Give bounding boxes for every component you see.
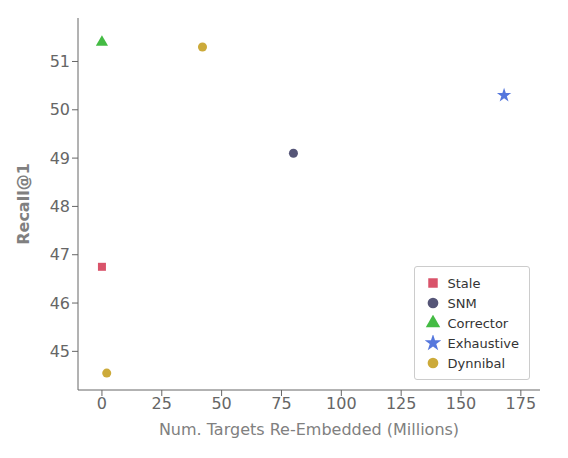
svg-text:100: 100 bbox=[326, 394, 357, 413]
html-text:SNM: SNM bbox=[447, 295, 477, 311]
svg-text:45: 45 bbox=[50, 342, 70, 361]
svg-text:46: 46 bbox=[50, 294, 70, 313]
svg-text:Recall@1: Recall@1 bbox=[14, 163, 33, 245]
html-text:Exhaustive: Exhaustive bbox=[447, 335, 519, 351]
svg-text:Num. Targets Re-Embedded (Mill: Num. Targets Re-Embedded (Millions) bbox=[159, 420, 459, 439]
svg-text:50: 50 bbox=[211, 394, 231, 413]
svg-text:48: 48 bbox=[50, 197, 70, 216]
svg-text:0: 0 bbox=[97, 394, 107, 413]
html-text:Corrector: Corrector bbox=[447, 315, 509, 331]
svg-text:75: 75 bbox=[271, 394, 291, 413]
html-text:Stale: Stale bbox=[447, 275, 481, 291]
html-text:Dynnibal: Dynnibal bbox=[447, 355, 506, 371]
svg-text:175: 175 bbox=[506, 394, 537, 413]
svg-text:150: 150 bbox=[446, 394, 477, 413]
svg-text:49: 49 bbox=[50, 149, 70, 168]
svg-text:50: 50 bbox=[50, 100, 70, 119]
svg-text:47: 47 bbox=[50, 245, 70, 264]
svg-text:125: 125 bbox=[386, 394, 417, 413]
svg-text:25: 25 bbox=[152, 394, 172, 413]
svg-text:51: 51 bbox=[50, 52, 70, 71]
